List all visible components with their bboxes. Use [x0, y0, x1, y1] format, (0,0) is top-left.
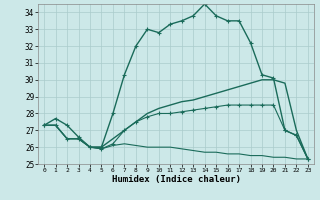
X-axis label: Humidex (Indice chaleur): Humidex (Indice chaleur) [111, 175, 241, 184]
